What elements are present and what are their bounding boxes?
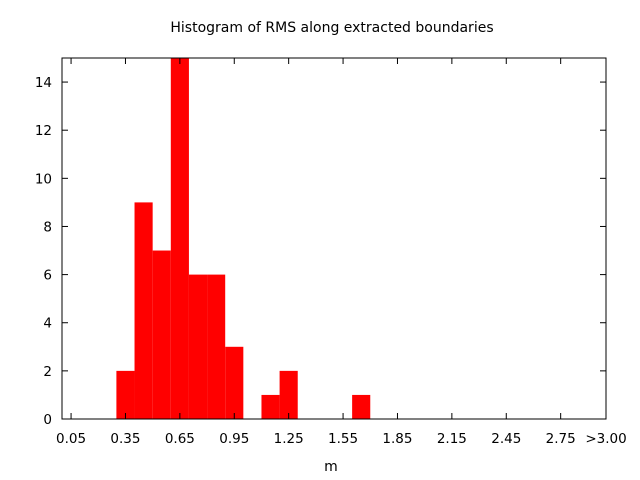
histogram-bar-1 (134, 202, 153, 419)
x-tick-label-7: 2.15 (437, 431, 467, 447)
histogram-bar-7 (261, 394, 280, 419)
ticks-layer (62, 58, 607, 420)
histogram-bar-0 (116, 370, 135, 419)
y-tick-label-4: 8 (43, 219, 52, 235)
x-tick-label-9: 2.75 (546, 431, 576, 447)
histogram-bar-9 (352, 394, 371, 419)
tick-labels-layer: 0.05 0.35 0.65 0.95 1.25 1.55 1.85 2.15 2.45 2.75… (35, 75, 627, 447)
x-tick-label-3: 0.95 (219, 431, 249, 447)
x-tick-label-6: 1.85 (382, 431, 412, 447)
x-tick-label-5: 1.55 (328, 431, 358, 447)
bars-layer (116, 58, 371, 419)
y-tick-label-7: 14 (35, 75, 52, 91)
y-tick-label-6: 12 (35, 123, 52, 139)
x-tick-label-4: 1.25 (274, 431, 304, 447)
x-tick-label-8: 2.45 (491, 431, 521, 447)
histogram-bar-2 (152, 250, 171, 419)
y-tick-label-5: 10 (35, 171, 52, 187)
histogram-bar-4 (188, 274, 208, 419)
x-axis-label: m (324, 459, 338, 475)
x-tick-label-1: 0.35 (110, 431, 140, 447)
plot-frame (61, 57, 607, 420)
histogram-bar-6 (225, 346, 244, 419)
y-tick-label-3: 6 (43, 268, 52, 284)
x-tick-label-2: 0.65 (165, 431, 195, 447)
x-tick-label-0: 0.05 (56, 431, 86, 447)
histogram-bar-5 (207, 274, 226, 419)
y-tick-label-1: 2 (43, 364, 52, 380)
y-tick-label-0: 0 (43, 412, 52, 428)
y-tick-label-2: 4 (43, 316, 52, 332)
x-tick-label-10: >3.00 (585, 431, 626, 447)
chart-title: Histogram of RMS along extracted boundar… (170, 20, 493, 36)
histogram-bar-8 (279, 370, 298, 419)
histogram-bar-3 (170, 58, 189, 419)
